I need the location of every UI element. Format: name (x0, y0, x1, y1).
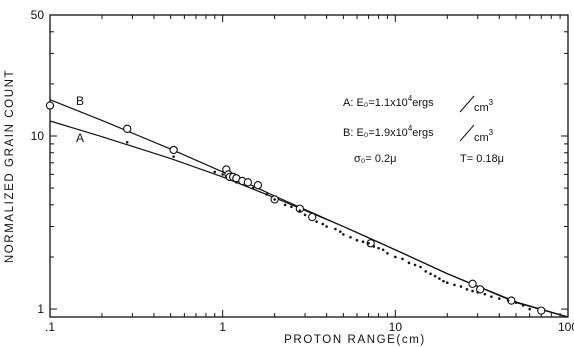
dot-point (377, 246, 380, 250)
open-circle-point (123, 124, 132, 133)
dot-point (506, 299, 510, 302)
dot-point (394, 255, 397, 259)
dot-point (471, 289, 474, 293)
dot-point (338, 230, 342, 233)
dot-point (315, 220, 318, 223)
dot-point (459, 285, 463, 288)
open-circle-point (169, 145, 178, 155)
dot-point (465, 288, 469, 291)
dot-point (367, 241, 370, 245)
axis-tick-labels: .111010011050 (31, 8, 574, 334)
open-circle-point (476, 285, 485, 294)
dot-point (419, 265, 422, 269)
annotation-denom-a: cm3 (474, 98, 494, 114)
dot-point (521, 304, 525, 307)
curve-label-b: B (76, 94, 84, 108)
y-tick-label: 10 (31, 129, 45, 143)
dot-point (372, 245, 376, 248)
dot-point (290, 205, 293, 209)
x-tick-label: 10 (389, 320, 403, 334)
y-axis-label: NORMALIZED GRAIN COUNT (4, 69, 16, 263)
dot-point (514, 301, 518, 304)
x-tick-label: 1 (219, 320, 226, 334)
open-circle-point (253, 180, 263, 190)
dot-point (355, 238, 359, 242)
dot-point (303, 213, 307, 217)
dot-point (349, 235, 352, 239)
open-circle-point (537, 306, 546, 315)
open-circle-point (45, 101, 55, 110)
annotation-slash-b (459, 124, 475, 142)
open-circle-point (243, 178, 253, 187)
dot-point (273, 198, 276, 201)
dot-point (401, 257, 404, 261)
dot-point (235, 181, 238, 184)
dot-point (361, 240, 365, 244)
dot-point (172, 155, 175, 158)
x-tick-label: .1 (45, 320, 55, 334)
dot-point (429, 272, 432, 276)
axis-ticks (49, 14, 568, 318)
dot-point (334, 227, 337, 231)
dot-point (325, 225, 328, 228)
dot-point (528, 307, 531, 311)
dot-point (413, 263, 417, 267)
dot-point (265, 193, 269, 196)
dot-point (407, 261, 411, 265)
annotation-denom-b: cm3 (474, 128, 494, 144)
dot-point (490, 295, 493, 298)
x-axis-label: PROTON RANGE(cm) (284, 334, 426, 346)
dot-point (283, 203, 287, 207)
open-circle-point (468, 279, 477, 288)
y-tick-label: 50 (31, 8, 45, 22)
x-tick-label: 100 (558, 320, 574, 334)
dot-point (221, 173, 224, 176)
dot-point (453, 283, 456, 287)
data-points (45, 101, 546, 315)
legend-annotation: A: E₀=1.1x104ergs cm3 B: E₀=1.9x104ergs … (343, 94, 504, 165)
dot-point (442, 279, 445, 283)
dot-point (251, 186, 255, 190)
dot-point (483, 292, 487, 296)
annotation-line-b: B: E₀=1.9x104ergs (343, 124, 434, 139)
dot-point (342, 233, 345, 236)
dot-point (424, 270, 428, 273)
dot-point (438, 277, 441, 280)
y-tick-label: 1 (37, 302, 44, 316)
dot-point (125, 140, 129, 144)
dot-point (386, 252, 389, 255)
open-circle-point (366, 239, 375, 248)
plot-frame (49, 14, 569, 318)
dot-point (381, 248, 385, 252)
curve-label-a: A (76, 131, 84, 145)
annotation-line-a: A: E₀=1.1x104ergs (343, 94, 434, 109)
annotation-sigma: σ₀= 0.2μ (354, 153, 396, 165)
dot-point (433, 274, 437, 278)
dot-point (497, 297, 501, 300)
dot-point (298, 209, 302, 213)
dot-point (446, 281, 449, 285)
annotation-tau: Τ= 0.18μ (460, 153, 504, 165)
open-circle-point (295, 204, 305, 213)
annotation-slash-a (459, 95, 475, 113)
open-circle-point (308, 212, 317, 222)
dot-point (213, 170, 217, 174)
dot-point (321, 222, 325, 226)
dot-point (476, 291, 480, 294)
